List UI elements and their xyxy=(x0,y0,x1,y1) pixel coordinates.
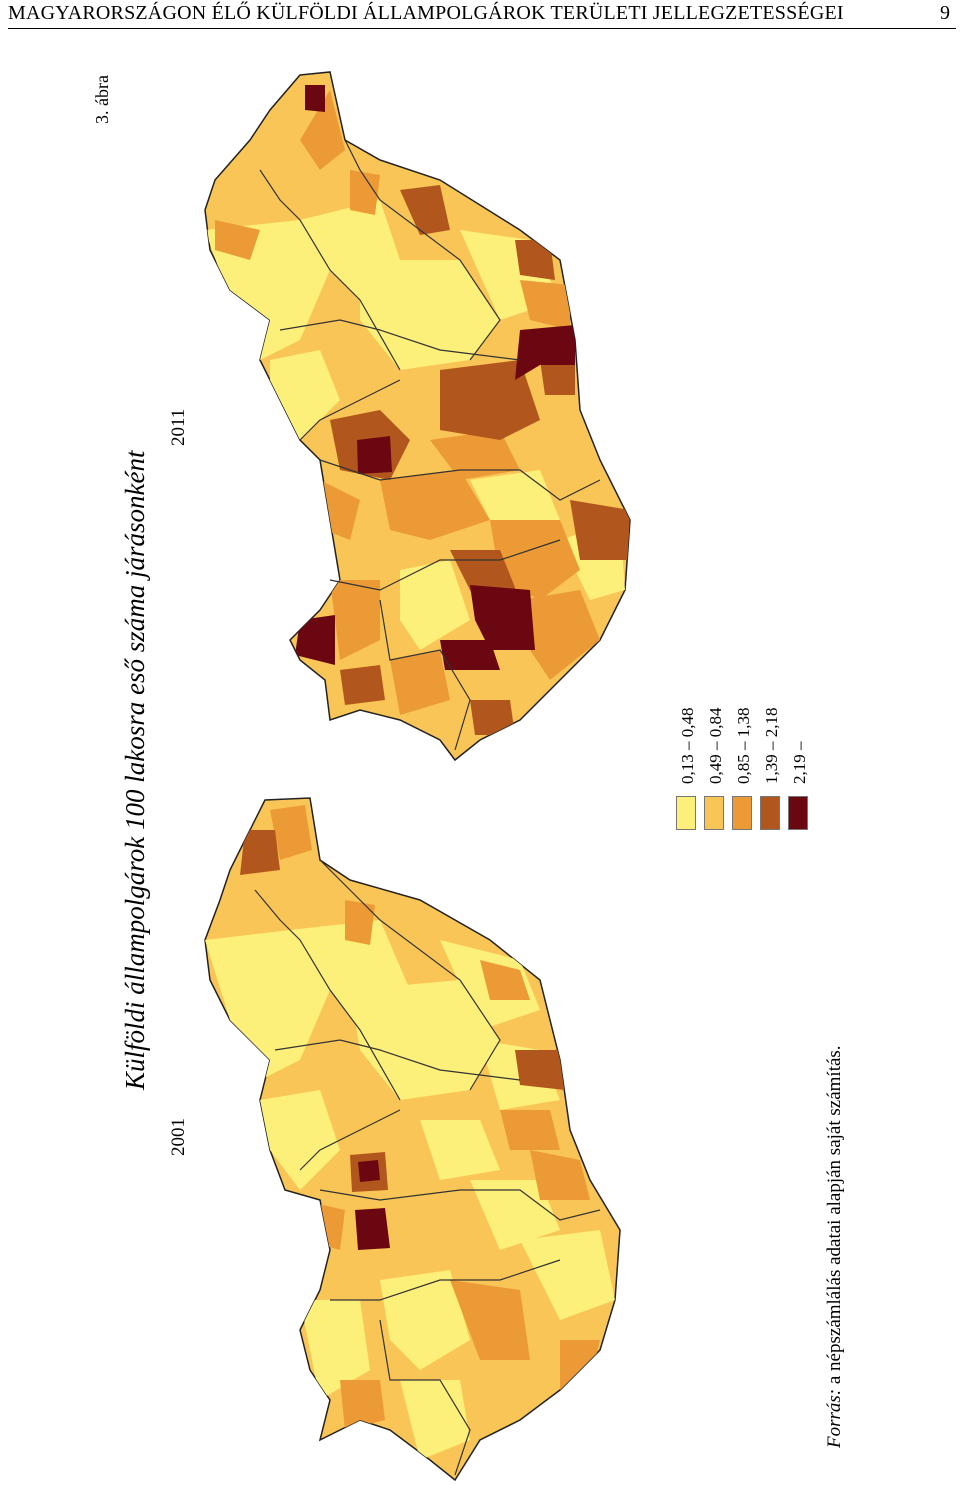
running-title: MAGYARORSZÁGON ÉLŐ KÜLFÖLDI ÁLLAMPOLGÁRO… xyxy=(8,2,844,24)
district xyxy=(340,665,385,705)
map-2001-outline xyxy=(204,797,621,1482)
district xyxy=(330,580,380,660)
legend-label: 2,19 – xyxy=(790,741,809,785)
district xyxy=(295,615,335,665)
district xyxy=(358,1160,380,1182)
district xyxy=(305,85,325,112)
district xyxy=(470,585,535,650)
page-number: 9 xyxy=(940,2,950,24)
district xyxy=(515,1050,565,1090)
district xyxy=(300,1300,370,1400)
district xyxy=(360,260,500,370)
legend-item: 0,13 – 0,48 xyxy=(676,690,702,840)
legend-swatch xyxy=(732,796,752,830)
district xyxy=(490,520,580,600)
district xyxy=(520,280,570,330)
map-2011-county-borders xyxy=(259,139,601,751)
legend-label: 1,39 – 2,18 xyxy=(762,707,781,785)
source-text: a népszámlálás adatai alapján saját szám… xyxy=(824,1045,845,1389)
legend-label: 0,13 – 0,48 xyxy=(678,707,697,785)
district xyxy=(515,240,555,280)
district xyxy=(350,170,380,215)
district xyxy=(380,470,490,540)
legend-swatch xyxy=(760,796,780,830)
district xyxy=(340,1380,385,1430)
district xyxy=(270,805,312,860)
district xyxy=(345,900,375,945)
legend-item: 0,49 – 0,84 xyxy=(704,690,730,840)
district xyxy=(540,360,575,395)
district xyxy=(530,1150,590,1200)
legend-label: 0,85 – 1,38 xyxy=(734,707,753,785)
legend-item: 2,19 – xyxy=(788,690,814,840)
source-note: Forrás: a népszámlálás adatai alapján sa… xyxy=(824,1045,846,1448)
district xyxy=(300,90,345,170)
district xyxy=(205,930,330,1080)
district xyxy=(450,1280,530,1360)
legend-item: 0,85 – 1,38 xyxy=(732,690,758,840)
district xyxy=(420,1120,500,1180)
district xyxy=(515,325,575,380)
legend-swatch xyxy=(788,796,808,830)
legend-swatch xyxy=(676,796,696,830)
district xyxy=(400,560,470,650)
district xyxy=(500,1110,560,1150)
district xyxy=(570,500,630,560)
district xyxy=(380,1270,470,1370)
district xyxy=(350,980,500,1100)
map-legend: 0,13 – 0,48 0,49 – 0,84 0,85 – 1,38 1,39… xyxy=(676,690,816,840)
district xyxy=(260,1090,340,1190)
legend-label: 0,49 – 0,84 xyxy=(706,707,725,785)
map-2011 xyxy=(204,71,631,762)
legend-item: 1,39 – 2,18 xyxy=(760,690,786,840)
map-2011-districts xyxy=(205,85,630,735)
district xyxy=(560,1340,600,1390)
district xyxy=(357,436,392,474)
district xyxy=(470,1180,560,1250)
district xyxy=(520,1230,615,1320)
district xyxy=(355,1208,390,1250)
district xyxy=(215,220,260,260)
page-header: MAGYARORSZÁGON ÉLŐ KÜLFÖLDI ÁLLAMPOLGÁRO… xyxy=(8,0,956,29)
district xyxy=(390,650,450,715)
legend-swatch xyxy=(704,796,724,830)
district xyxy=(470,700,515,735)
district xyxy=(520,590,600,680)
district xyxy=(430,430,520,480)
district xyxy=(440,640,500,670)
district xyxy=(480,960,530,1000)
district xyxy=(400,185,450,235)
district xyxy=(240,830,280,875)
source-label: Forrás: xyxy=(824,1388,845,1448)
map-2001 xyxy=(204,797,621,1482)
map-2001-county-borders xyxy=(254,859,601,1476)
